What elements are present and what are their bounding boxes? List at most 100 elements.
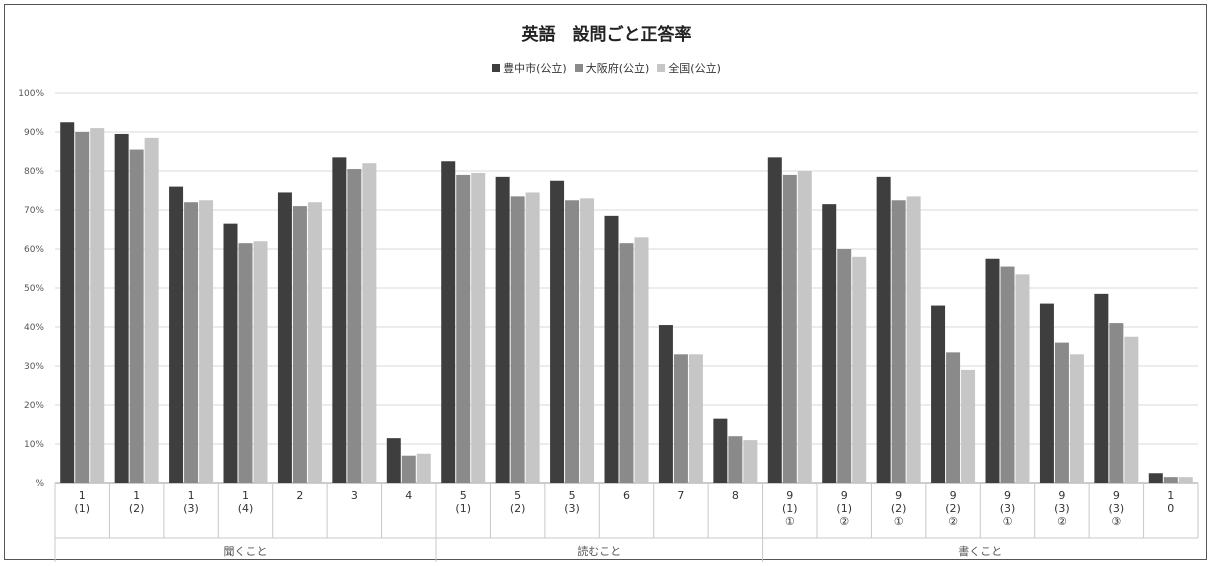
x-tick-label-part: 5 bbox=[569, 489, 576, 502]
bar bbox=[837, 249, 852, 483]
bar bbox=[580, 198, 595, 484]
bar bbox=[169, 186, 184, 483]
bar bbox=[60, 122, 75, 483]
bar bbox=[931, 305, 946, 483]
bar bbox=[471, 172, 486, 483]
bar bbox=[1000, 266, 1015, 483]
bar bbox=[223, 223, 238, 483]
x-tick-label-part: (1) bbox=[455, 502, 471, 515]
y-tick-label: 60% bbox=[24, 245, 44, 255]
bar bbox=[253, 241, 268, 483]
x-tick-label-part: (2) bbox=[945, 502, 961, 515]
bar bbox=[1124, 336, 1139, 483]
x-tick-label-part: 3 bbox=[351, 489, 358, 502]
x-tick-label-part: 1 bbox=[79, 489, 86, 502]
y-tick-label: 20% bbox=[24, 401, 44, 411]
bar bbox=[797, 171, 812, 483]
bar bbox=[456, 174, 471, 483]
bar bbox=[891, 200, 906, 483]
bar bbox=[441, 161, 456, 483]
bar bbox=[743, 440, 758, 483]
bar bbox=[688, 354, 703, 483]
legend-item: 豊中市(公立) bbox=[492, 60, 567, 76]
x-tick-label-part: ② bbox=[839, 515, 849, 528]
y-tick-label: 10% bbox=[24, 440, 44, 450]
bar bbox=[307, 202, 322, 483]
bar bbox=[985, 258, 1000, 483]
x-tick-label-part: 5 bbox=[460, 489, 467, 502]
bar bbox=[1015, 274, 1030, 483]
x-tick-label-part: ① bbox=[1003, 515, 1013, 528]
x-tick-label-part: 9 bbox=[1058, 489, 1065, 502]
x-tick-label-part: (3) bbox=[183, 502, 199, 515]
x-tick-label-part: ① bbox=[894, 515, 904, 528]
x-tick-label: 4 bbox=[405, 489, 412, 502]
x-tick-label-part: 9 bbox=[786, 489, 793, 502]
bar bbox=[634, 237, 649, 483]
x-tick-label: 9 (3) ② bbox=[1054, 489, 1070, 528]
bar bbox=[510, 196, 525, 483]
x-tick-label-part: (4) bbox=[238, 502, 254, 515]
x-tick-label: 5 (3) bbox=[564, 489, 580, 515]
legend-label: 豊中市(公立) bbox=[503, 62, 567, 75]
bar bbox=[1094, 293, 1109, 483]
group-label: 書くこと bbox=[958, 544, 1002, 558]
bar bbox=[144, 137, 159, 483]
bar bbox=[1069, 354, 1084, 483]
x-tick-label-part: (3) bbox=[1000, 502, 1016, 515]
x-tick-label-part: 2 bbox=[296, 489, 303, 502]
bar bbox=[1178, 477, 1193, 483]
bar bbox=[1039, 303, 1054, 483]
bar bbox=[658, 325, 673, 483]
x-tick-label-part: (2) bbox=[129, 502, 145, 515]
x-tick-label-part: 8 bbox=[732, 489, 739, 502]
bar bbox=[961, 369, 976, 483]
bar bbox=[550, 180, 565, 483]
x-tick-label-part: (3) bbox=[1054, 502, 1070, 515]
x-tick-label-part: ① bbox=[785, 515, 795, 528]
x-tick-label-part: 0 bbox=[1167, 502, 1174, 515]
bar bbox=[495, 176, 510, 483]
bar bbox=[199, 200, 214, 483]
bar bbox=[822, 204, 837, 483]
bar bbox=[1109, 323, 1124, 483]
x-tick-label-part: 7 bbox=[677, 489, 684, 502]
x-tick-label-part: 9 bbox=[950, 489, 957, 502]
bar bbox=[238, 243, 253, 483]
legend-swatch bbox=[492, 64, 501, 72]
bar bbox=[876, 176, 891, 483]
bar bbox=[619, 243, 634, 483]
y-tick-label: 50% bbox=[24, 284, 44, 294]
x-tick-label-part: 1 bbox=[242, 489, 249, 502]
bar bbox=[292, 206, 307, 483]
chart-title: 英語 設問ごと正答率 bbox=[521, 25, 692, 45]
x-tick-label: 3 bbox=[351, 489, 358, 502]
bar bbox=[565, 200, 580, 483]
bar bbox=[277, 192, 292, 483]
bar bbox=[416, 453, 431, 483]
x-tick-label: 1 (3) bbox=[183, 489, 199, 515]
x-tick-label-part: ② bbox=[1057, 515, 1067, 528]
x-tick-label: 1 (1) bbox=[74, 489, 90, 515]
x-tick-label-part: 9 bbox=[1113, 489, 1120, 502]
x-tick-label: 5 (1) bbox=[455, 489, 471, 515]
y-tick-label: 30% bbox=[24, 362, 44, 372]
bar bbox=[386, 438, 401, 483]
bar bbox=[1163, 477, 1178, 483]
bar bbox=[906, 196, 921, 483]
x-tick-label-part: 9 bbox=[841, 489, 848, 502]
x-tick-label-part: 4 bbox=[405, 489, 412, 502]
y-tick-label: 90% bbox=[24, 128, 44, 138]
y-tick-label: % bbox=[35, 479, 44, 489]
x-tick-label-part: ③ bbox=[1111, 515, 1121, 528]
x-tick-label-part: (2) bbox=[510, 502, 526, 515]
x-tick-label-part: (2) bbox=[891, 502, 907, 515]
group-label: 読むこと bbox=[577, 544, 621, 558]
bar bbox=[332, 157, 347, 483]
x-tick-label: 9 (2) ① bbox=[891, 489, 907, 528]
legend-swatch bbox=[657, 64, 666, 72]
y-tick-label: 70% bbox=[24, 206, 44, 216]
x-tick-label-part: 5 bbox=[514, 489, 521, 502]
bar bbox=[852, 256, 867, 483]
x-tick-label-part: (1) bbox=[836, 502, 852, 515]
